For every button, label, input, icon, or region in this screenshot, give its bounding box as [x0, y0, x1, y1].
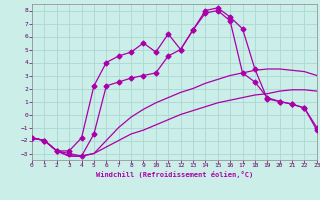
X-axis label: Windchill (Refroidissement éolien,°C): Windchill (Refroidissement éolien,°C) [96, 171, 253, 178]
